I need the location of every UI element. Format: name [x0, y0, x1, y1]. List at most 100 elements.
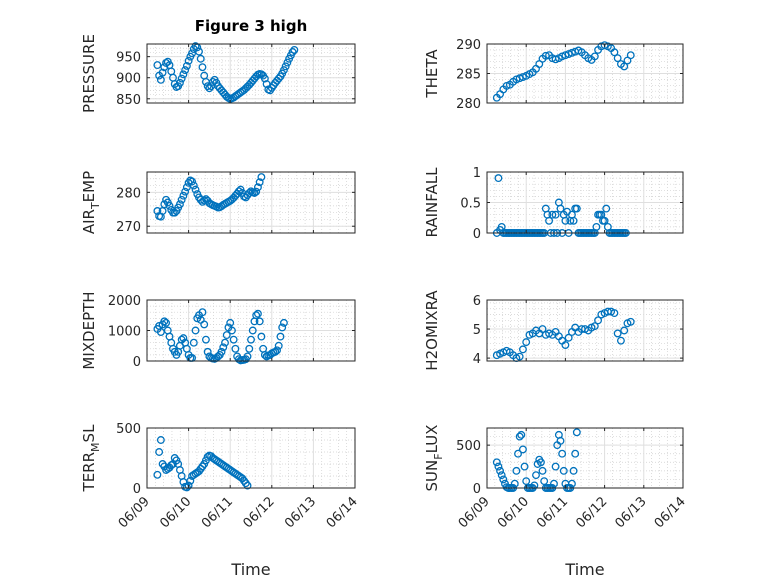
data-point — [494, 174, 503, 183]
data-point — [610, 48, 619, 57]
data-point — [569, 466, 578, 475]
data-point — [201, 335, 210, 344]
data-point — [179, 191, 188, 200]
data-point — [541, 51, 550, 60]
data-point — [191, 326, 200, 335]
axes-box — [486, 427, 684, 489]
data-point — [518, 445, 527, 454]
x-tick-label: 06/14 — [652, 494, 689, 531]
data-point — [616, 336, 625, 345]
y-tick-label: 900 — [116, 72, 141, 87]
x-tick-label: 06/09 — [116, 494, 153, 531]
data-point — [162, 318, 171, 327]
plot-area — [147, 428, 355, 488]
data-point — [205, 84, 214, 93]
data-point — [186, 476, 195, 485]
y-tick-label: 0 — [473, 482, 481, 497]
data-point — [200, 320, 209, 329]
data-point — [572, 428, 581, 437]
x-tick-label: 06/12 — [241, 494, 278, 531]
data-point — [179, 334, 188, 343]
plot-area — [147, 44, 355, 103]
data-point — [243, 481, 252, 490]
data-point — [188, 177, 197, 186]
data-point — [243, 352, 252, 361]
x-tick-label: 06/14 — [324, 494, 361, 531]
chart-panel-8: 0 500 SUNFLUX 06/09 06/10 06/11 06/12 06/13 06/1… — [423, 425, 689, 579]
data-point — [620, 62, 629, 71]
y-tick-label: 4 — [473, 352, 481, 367]
data-point — [257, 173, 266, 182]
data-point — [248, 326, 257, 335]
axes-box — [486, 299, 684, 362]
data-point — [260, 74, 269, 83]
data-point — [510, 479, 519, 488]
data-point — [600, 216, 609, 225]
data-point — [182, 61, 191, 70]
data-point — [288, 48, 297, 56]
data-point — [558, 449, 567, 458]
data-point — [283, 58, 292, 67]
data-point — [153, 207, 162, 215]
data-point — [281, 62, 290, 71]
data-point — [290, 45, 299, 54]
y-tick-label: 270 — [116, 220, 141, 235]
data-point — [198, 308, 207, 317]
data-point — [175, 200, 184, 209]
data-point — [255, 317, 264, 326]
x-tick-label: 06/11 — [199, 494, 236, 531]
data-point — [177, 74, 186, 83]
data-point — [514, 449, 522, 458]
data-point — [252, 311, 261, 320]
data-point — [520, 462, 529, 471]
data-point — [273, 346, 281, 355]
chart-title: Figure 3 high — [195, 17, 308, 35]
data-point — [198, 63, 207, 72]
data-point — [222, 331, 231, 340]
data-point — [226, 318, 235, 327]
data-point — [219, 343, 228, 352]
data-point — [494, 462, 503, 471]
data-point — [610, 309, 619, 318]
data-point — [165, 201, 174, 210]
data-point — [253, 309, 262, 318]
x-tick-label: 06/09 — [456, 494, 493, 531]
data-point — [626, 51, 635, 60]
axes-box — [146, 171, 356, 234]
data-point — [274, 341, 283, 350]
data-point — [184, 56, 193, 65]
chart-panel-3: 270 280 AIRTEMP — [80, 171, 356, 235]
y-axis-label: THETA — [423, 49, 441, 99]
y-tick-label: 0.5 — [460, 197, 481, 212]
data-point — [153, 61, 162, 70]
data-point — [191, 185, 200, 194]
data-point — [538, 466, 547, 475]
data-point — [156, 75, 165, 84]
chart-panel-5: 0 1000 2000 MIXDEPTH — [80, 291, 356, 370]
data-point — [156, 436, 165, 444]
chart-panel-2: 280 285 290 THETA — [423, 38, 684, 112]
data-point — [518, 345, 527, 354]
data-point — [191, 42, 200, 51]
y-tick-label: 2000 — [108, 294, 141, 309]
data-point — [203, 82, 212, 91]
data-point — [551, 462, 560, 471]
x-tick-label: 06/13 — [613, 494, 650, 531]
y-axis-label: SUNFLUX — [423, 425, 445, 492]
data-point — [590, 322, 599, 331]
chart-panel-7: 0 500 TERRMSL 06/09 06/10 06/11 06/12 06/13 06/1… — [80, 422, 361, 579]
data-point — [538, 325, 547, 333]
y-axis-label: MIXDEPTH — [80, 291, 98, 369]
y-tick-label: 1000 — [108, 325, 141, 340]
data-point — [229, 335, 238, 344]
data-point — [530, 481, 539, 490]
data-point — [182, 183, 191, 192]
y-axis-label: TERRMSL — [80, 424, 102, 493]
y-tick-label: 0 — [133, 355, 141, 370]
data-point — [155, 448, 164, 456]
data-point — [221, 338, 229, 347]
data-point — [548, 210, 557, 219]
data-point — [175, 78, 184, 87]
y-tick-label: 500 — [116, 422, 141, 437]
data-point — [497, 471, 506, 480]
